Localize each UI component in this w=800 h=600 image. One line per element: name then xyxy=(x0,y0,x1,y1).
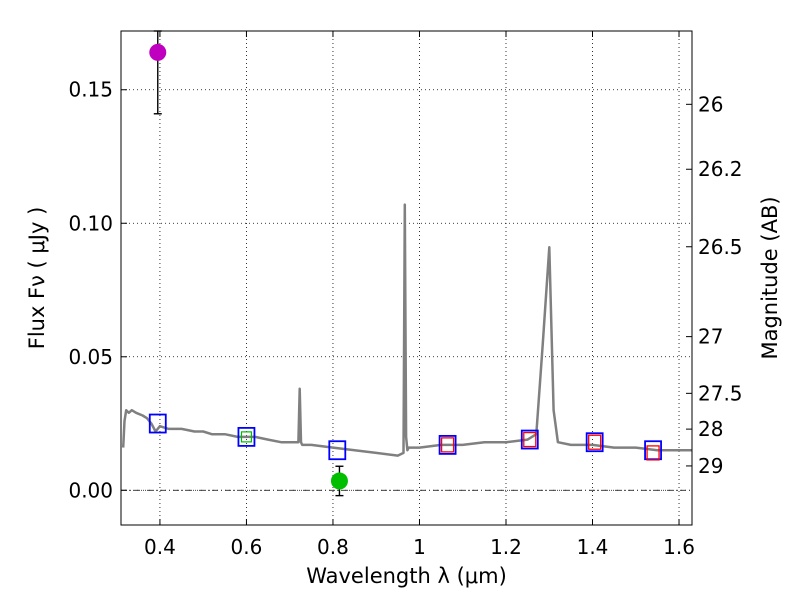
x-tick-label: 1.2 xyxy=(490,535,522,559)
model-photometry-marker xyxy=(585,432,604,453)
mag-tick-label: 29 xyxy=(698,454,723,478)
model-photometry-marker xyxy=(520,429,539,450)
spectrum-line xyxy=(121,203,692,457)
y-tick-label: 0.00 xyxy=(68,478,113,502)
observed-photometry-marker xyxy=(440,437,455,453)
plot-frame xyxy=(120,30,693,526)
mag-tick-label: 26.2 xyxy=(698,157,743,181)
green-photometry-marker xyxy=(240,431,253,443)
y-tick-label: 0.15 xyxy=(68,78,113,102)
model-photometry-marker xyxy=(644,440,662,461)
model-photometry-marker xyxy=(328,440,347,461)
model-photometry-marker xyxy=(438,434,457,455)
grid xyxy=(121,31,692,525)
detection-point xyxy=(149,43,167,61)
observed-photometry-marker xyxy=(523,431,537,448)
model-photometry-marker xyxy=(148,413,167,434)
mag-tick-label: 28 xyxy=(698,417,723,441)
x-tick-label: 1.4 xyxy=(577,535,609,559)
plot-data xyxy=(121,30,692,497)
detection-point xyxy=(330,472,348,490)
observed-photometry-marker xyxy=(588,434,602,450)
axis-ticks: 0.4 0.6 0.8 1 1.2 1.4 1.6 0.00 0.05 0.10 0.15 26 26.… xyxy=(68,31,743,559)
x-tick-label: 0.8 xyxy=(317,535,349,559)
mag-tick-label: 26.5 xyxy=(698,235,743,259)
x-tick-label: 1.6 xyxy=(663,535,695,559)
y-axis-title: Flux Fν ( μJy ) xyxy=(25,207,49,350)
y2-axis-title: Magnitude (AB) xyxy=(758,196,782,359)
mag-tick-label: 27.5 xyxy=(698,381,743,405)
x-axis-title: Wavelength λ (μm) xyxy=(306,564,507,588)
y-tick-label: 0.10 xyxy=(68,211,113,235)
x-tick-label: 0.4 xyxy=(144,535,176,559)
observed-photometry-marker xyxy=(646,445,660,461)
mag-tick-label: 26 xyxy=(698,92,723,116)
x-tick-label: 0.6 xyxy=(231,535,263,559)
mag-tick-label: 27 xyxy=(698,325,723,349)
y-tick-label: 0.05 xyxy=(68,345,113,369)
x-tick-label: 1 xyxy=(413,535,426,559)
model-photometry-marker xyxy=(237,426,256,447)
